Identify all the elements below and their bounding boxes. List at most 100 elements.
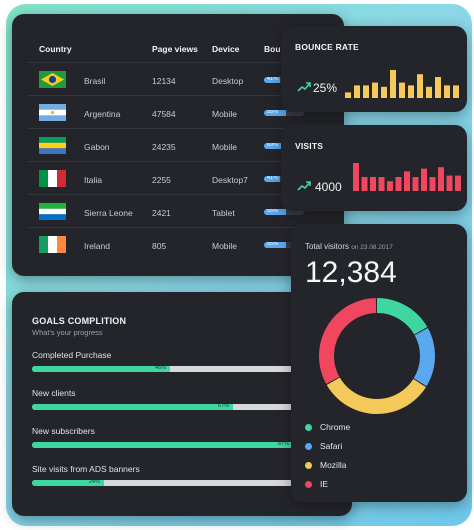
bounce-rate-pct: 55% xyxy=(267,209,279,214)
goal-progress-bar: 87% xyxy=(32,442,332,448)
goal-percent: 87% xyxy=(277,442,289,447)
bar xyxy=(455,175,461,191)
legend-label: IE xyxy=(320,479,329,489)
bar xyxy=(381,86,387,98)
goal-progress-bar: 24% xyxy=(32,480,332,486)
goal-percent: 46% xyxy=(154,366,166,371)
legend-item[interactable]: Mozilla xyxy=(305,460,346,470)
donut-slice-safari[interactable] xyxy=(413,328,435,387)
goal-percent: 67% xyxy=(217,404,229,409)
cell-country: Italia xyxy=(84,175,102,185)
bar xyxy=(438,167,444,191)
sierra-leone-flag-icon xyxy=(39,203,66,220)
bounce-value: 25% xyxy=(313,81,338,95)
bar xyxy=(372,82,378,98)
visits-card: VISITS 4000 xyxy=(281,125,467,211)
bar xyxy=(345,92,351,98)
browser-donut-chart xyxy=(319,298,435,414)
bar xyxy=(378,177,385,191)
bounce-rate-pct: 41% xyxy=(267,77,279,82)
cell-page-views: 24235 xyxy=(152,142,176,152)
table-row[interactable]: Sierra Leone 2421 Tablet 55% xyxy=(28,194,328,228)
cell-country: Ireland xyxy=(84,241,110,251)
bar xyxy=(453,85,459,98)
goals-title: GOALS COMPLITION xyxy=(32,316,127,326)
trend-up-icon xyxy=(297,181,311,191)
bounce-rate-bar: 55% xyxy=(264,242,304,248)
legend-dot xyxy=(305,424,312,432)
bar xyxy=(390,70,396,98)
bar xyxy=(404,171,410,191)
italy-flag-icon xyxy=(39,170,66,187)
goal-progress-bar: 46% xyxy=(32,366,332,372)
donut-slice-chrome[interactable] xyxy=(377,298,428,335)
ireland-flag-icon xyxy=(39,236,66,253)
cell-device: Mobile xyxy=(212,241,238,251)
gabon-flag-icon xyxy=(39,137,66,154)
cell-page-views: 2421 xyxy=(152,208,171,218)
bar xyxy=(421,168,427,191)
bar xyxy=(444,85,450,98)
legend-dot xyxy=(305,462,312,470)
donut-slice-ie[interactable] xyxy=(319,298,377,384)
bar xyxy=(399,82,405,98)
bar xyxy=(429,177,436,191)
cell-device: Desktop7 xyxy=(212,175,248,185)
bounce-title: BOUNCE RATE xyxy=(295,42,359,52)
cell-page-views: 805 xyxy=(152,241,167,251)
cell-device: Tablet xyxy=(212,208,235,218)
cell-country: Sierra Leone xyxy=(84,208,133,218)
legend-item[interactable]: Chrome xyxy=(305,422,350,432)
bounce-rate-pct: 55% xyxy=(267,110,279,115)
total-visitors-card: Total visitors on 23.08.2017 12,384 Chro… xyxy=(291,224,467,502)
goal-label: Completed Purchase xyxy=(32,350,112,360)
bar xyxy=(387,181,393,191)
legend-dot xyxy=(305,443,312,451)
legend-label: Chrome xyxy=(320,422,351,432)
bar xyxy=(353,163,359,191)
bar xyxy=(395,177,402,191)
bounce-rate-pct: 41% xyxy=(267,176,279,181)
cell-country: Brasil xyxy=(84,76,106,86)
goals-subtitle: What's your progress xyxy=(32,328,103,337)
table-row[interactable]: Ireland 805 Mobile 55% xyxy=(28,227,328,261)
bar xyxy=(417,74,423,98)
total-visitors-label: Total visitors on 23.08.2017 xyxy=(305,242,393,251)
cell-device: Desktop xyxy=(212,76,244,86)
total-date: on 23.08.2017 xyxy=(351,244,393,251)
bar xyxy=(435,77,441,98)
bar xyxy=(426,86,432,98)
goal-percent: 24% xyxy=(88,480,100,485)
goal-label: New clients xyxy=(32,388,76,398)
header-country[interactable]: Country xyxy=(39,44,72,54)
bounce-rate-bar: 55% xyxy=(264,110,304,116)
trend-up-icon xyxy=(297,82,311,92)
argentina-flag-icon xyxy=(39,104,66,121)
legend-item[interactable]: IE xyxy=(305,479,328,489)
legend-item[interactable]: Safari xyxy=(305,441,342,451)
bar xyxy=(363,85,369,98)
total-visitors-value: 12,384 xyxy=(305,256,397,289)
cell-device: Mobile xyxy=(212,109,238,119)
visits-bar-chart xyxy=(353,163,461,191)
bounce-rate-pct: 69% xyxy=(267,143,279,148)
cell-page-views: 12134 xyxy=(152,76,176,86)
bar xyxy=(446,175,453,191)
bounce-rate-card: BOUNCE RATE 25% xyxy=(281,26,467,112)
total-label-text: Total visitors xyxy=(305,242,350,251)
bounce-rate-pct: 55% xyxy=(267,242,279,247)
bar xyxy=(361,177,368,191)
table-row[interactable]: Argentina 47584 Mobile 55% xyxy=(28,95,328,129)
goal-progress-bar: 67% xyxy=(32,404,332,410)
legend-label: Safari xyxy=(320,441,343,451)
bar xyxy=(354,85,360,98)
visits-value: 4000 xyxy=(315,180,342,194)
bar xyxy=(408,85,414,98)
header-page-views[interactable]: Page views xyxy=(152,44,198,54)
header-device[interactable]: Device xyxy=(212,44,240,54)
cell-country: Argentina xyxy=(84,109,121,119)
goal-label: New subscribers xyxy=(32,426,95,436)
cell-country: Gabon xyxy=(84,142,110,152)
bounce-bar-chart xyxy=(345,70,459,98)
donut-slice-mozilla[interactable] xyxy=(326,377,426,414)
